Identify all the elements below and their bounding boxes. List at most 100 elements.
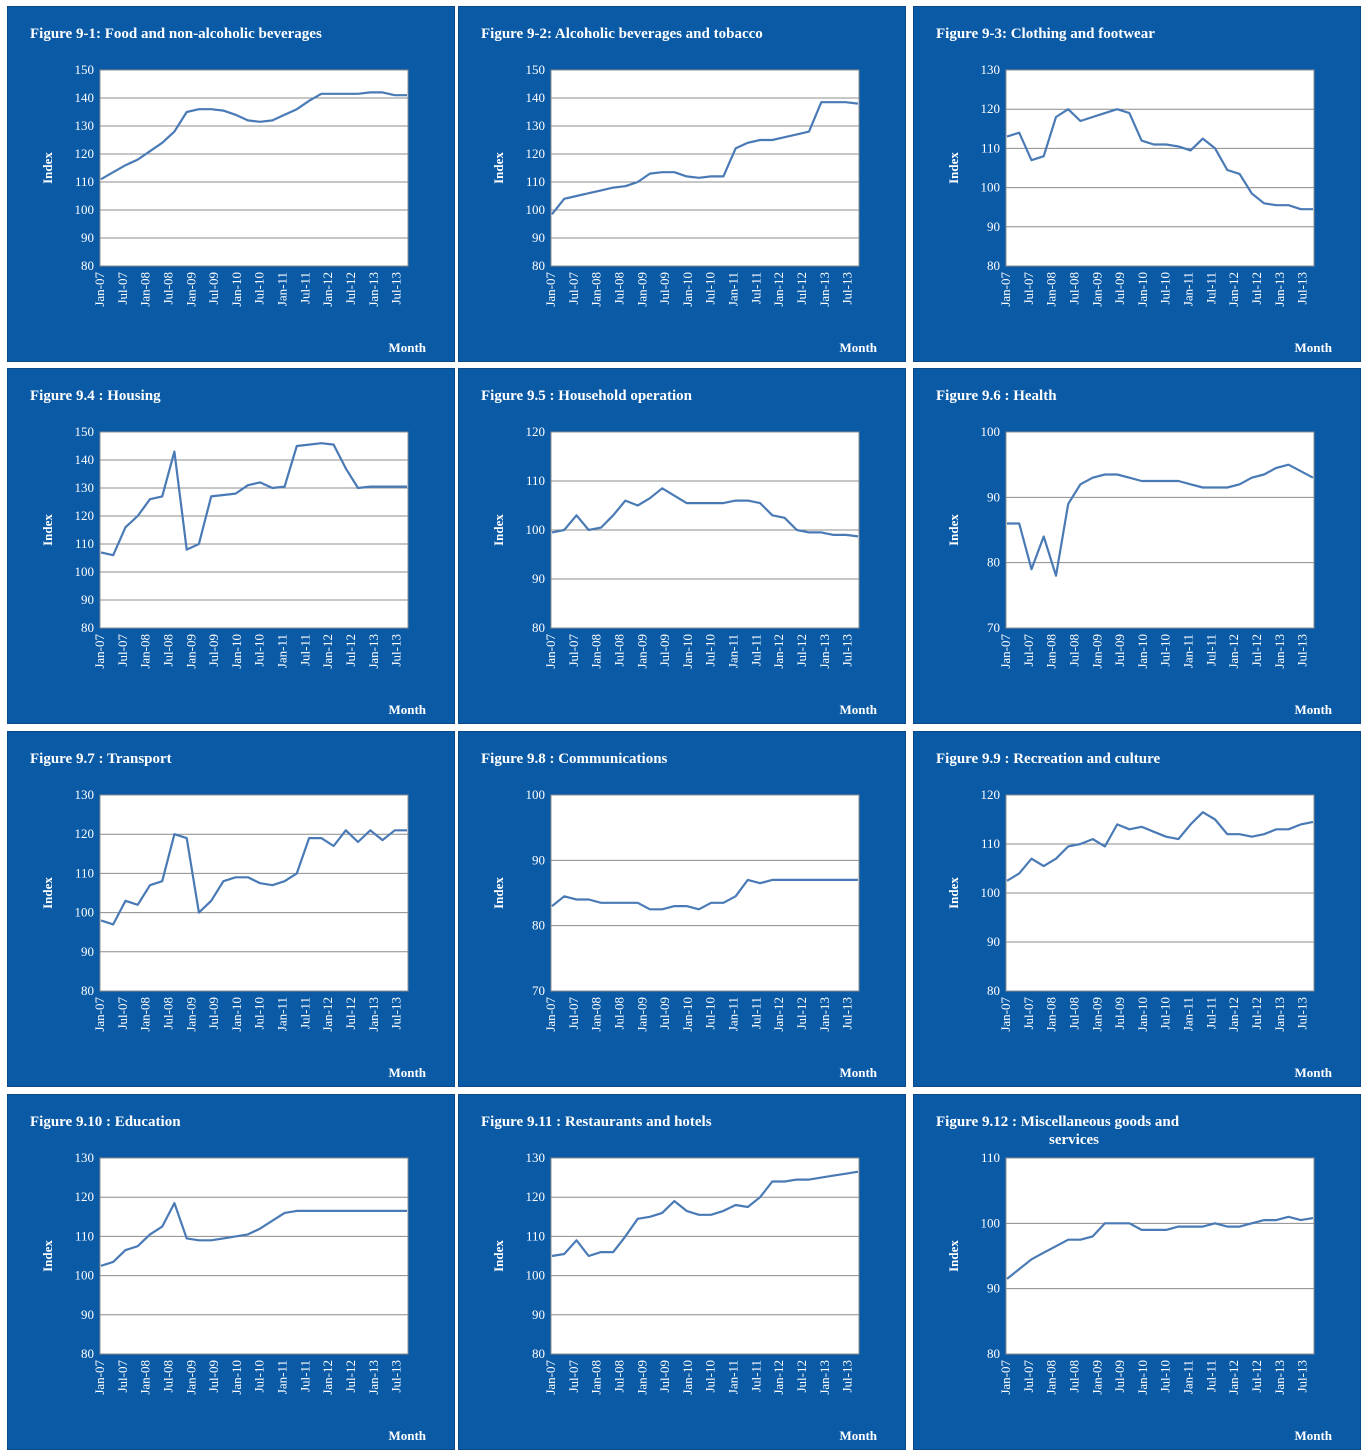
y-tick-label: 70 xyxy=(987,620,1000,635)
chart-title: Figure 9.5 : Household operation xyxy=(481,388,692,404)
x-tick-label: Jan-11 xyxy=(275,997,290,1031)
line-chart: 80 90 100 110 120 130 Jan-07 Jul-07 Jan-08 Jul-08… xyxy=(946,62,1333,355)
y-tick-label: 70 xyxy=(532,983,545,998)
x-tick-label: Jul-11 xyxy=(1203,997,1218,1029)
line-chart: 80 90 100 110 120 130 Jan-07 Jul-07 Jan-08 Jul-08… xyxy=(491,1150,878,1443)
y-axis-label: Index xyxy=(946,877,961,909)
x-tick-label: Jan-09 xyxy=(183,1360,198,1395)
chart-panel-10: Figure 9.10 : Education 80 90 100 110 120 130… xyxy=(7,1094,455,1450)
x-tick-label: Jul-12 xyxy=(794,997,809,1030)
x-tick-label: Jan-12 xyxy=(320,997,335,1032)
y-tick-label: 110 xyxy=(981,836,1000,851)
chart-panel-8: Figure 9.8 : Communications 70 80 90 100 Jan… xyxy=(458,731,906,1087)
x-axis-label: Month xyxy=(1294,340,1332,355)
x-tick-label: Jan-13 xyxy=(817,997,832,1032)
x-tick-label: Jan-12 xyxy=(320,634,335,669)
y-tick-label: 80 xyxy=(81,258,94,273)
x-tick-label: Jul-08 xyxy=(160,997,175,1030)
series-line xyxy=(551,878,858,911)
x-tick-label: Jul-13 xyxy=(1295,997,1310,1030)
line-chart: 80 90 100 110 120 Jan-07 Jul-07 Jan-08 Jul-08 Jan… xyxy=(946,787,1333,1080)
series-line xyxy=(551,101,859,215)
y-tick-label: 90 xyxy=(987,934,1000,949)
x-tick-label: Jan-09 xyxy=(183,272,198,307)
x-tick-label: Jan-13 xyxy=(1272,272,1287,307)
y-tick-label: 120 xyxy=(526,1189,546,1204)
x-tick-label: Jan-10 xyxy=(680,272,695,307)
x-tick-label: Jul-09 xyxy=(657,997,672,1030)
y-tick-label: 110 xyxy=(75,1228,94,1243)
x-tick-label: Jul-11 xyxy=(297,634,312,666)
x-tick-label: Jan-11 xyxy=(726,634,741,668)
x-tick-label: Jan-07 xyxy=(543,634,558,669)
y-tick-label: 80 xyxy=(987,555,1000,570)
x-tick-label: Jan-10 xyxy=(1135,272,1150,307)
y-axis-label: Index xyxy=(946,1240,961,1272)
x-tick-label: Jan-09 xyxy=(634,997,649,1032)
x-tick-label: Jan-10 xyxy=(1135,634,1150,669)
x-tick-label: Jul-12 xyxy=(1249,272,1264,305)
x-tick-label: Jul-13 xyxy=(1295,272,1310,305)
x-tick-label: Jul-13 xyxy=(389,634,404,667)
x-tick-label: Jan-11 xyxy=(275,1360,290,1394)
y-tick-label: 100 xyxy=(526,522,546,537)
x-tick-label: Jan-09 xyxy=(634,272,649,307)
x-tick-label: Jan-10 xyxy=(1135,1360,1150,1395)
x-tick-label: Jul-11 xyxy=(297,997,312,1029)
y-tick-label: 130 xyxy=(75,118,95,133)
x-tick-label: Jan-10 xyxy=(1135,997,1150,1032)
x-tick-label: Jan-13 xyxy=(1272,1360,1287,1395)
y-tick-label: 120 xyxy=(75,508,95,523)
chart-title: Figure 9.6 : Health xyxy=(936,388,1057,404)
plot-area xyxy=(1005,1157,1315,1355)
x-tick-label: Jan-08 xyxy=(1044,997,1059,1032)
y-tick-label: 150 xyxy=(526,62,546,77)
x-tick-label: Jan-07 xyxy=(998,997,1013,1032)
x-tick-label: Jan-07 xyxy=(543,1360,558,1395)
x-tick-label: Jul-10 xyxy=(703,272,718,305)
x-axis-label: Month xyxy=(388,1065,426,1080)
x-tick-label: Jan-10 xyxy=(680,997,695,1032)
x-tick-label: Jan-13 xyxy=(1272,997,1287,1032)
y-axis-label: Index xyxy=(491,514,506,546)
y-tick-label: 110 xyxy=(526,473,545,488)
x-tick-label: Jan-12 xyxy=(1226,997,1241,1032)
y-tick-label: 110 xyxy=(75,865,94,880)
chart-title: Figure 9.9 : Recreation and culture xyxy=(936,751,1161,767)
chart-title-line-2: services xyxy=(1049,1132,1099,1148)
chart-panel-3: Figure 9-3: Clothing and footwear 80 90 10… xyxy=(913,6,1361,362)
chart-panel-5: Figure 9.5 : Household operation 80 90 100… xyxy=(458,368,906,724)
x-tick-label: Jan-08 xyxy=(589,634,604,669)
y-axis-label: Index xyxy=(946,152,961,184)
x-tick-label: Jul-08 xyxy=(611,1360,626,1393)
y-tick-label: 130 xyxy=(75,480,95,495)
line-chart: 80 90 100 110 120 130 140 150 Jan-07 Jul-07 Jan-08… xyxy=(40,62,427,355)
y-tick-label: 110 xyxy=(75,174,94,189)
x-tick-label: Jan-08 xyxy=(589,1360,604,1395)
x-tick-label: Jan-10 xyxy=(229,634,244,669)
x-tick-label: Jan-08 xyxy=(589,272,604,307)
x-tick-label: Jan-13 xyxy=(817,1360,832,1395)
x-tick-label: Jul-12 xyxy=(1249,997,1264,1030)
x-tick-label: Jul-09 xyxy=(657,634,672,667)
y-tick-label: 90 xyxy=(81,1307,94,1322)
y-tick-label: 80 xyxy=(987,1346,1000,1361)
x-tick-label: Jan-12 xyxy=(1226,634,1241,669)
x-tick-label: Jul-13 xyxy=(1295,1360,1310,1393)
x-tick-label: Jul-11 xyxy=(297,272,312,304)
x-tick-label: Jul-08 xyxy=(611,272,626,305)
y-tick-label: 100 xyxy=(75,202,95,217)
y-tick-label: 110 xyxy=(981,1150,1000,1165)
x-tick-label: Jan-07 xyxy=(543,997,558,1032)
line-chart: 80 90 100 110 120 130 140 150 Jan-07 Jul-07 Jan-08… xyxy=(40,424,427,717)
y-tick-label: 80 xyxy=(81,983,94,998)
x-tick-label: Jan-09 xyxy=(634,1360,649,1395)
x-tick-label: Jan-12 xyxy=(1226,272,1241,307)
x-tick-label: Jul-07 xyxy=(115,1360,130,1393)
series-line xyxy=(551,1170,859,1258)
x-tick-label: Jan-11 xyxy=(1181,634,1196,668)
y-tick-label: 90 xyxy=(81,944,94,959)
series-line xyxy=(1007,463,1314,577)
x-tick-label: Jul-09 xyxy=(1112,997,1127,1030)
y-tick-label: 120 xyxy=(981,787,1001,802)
